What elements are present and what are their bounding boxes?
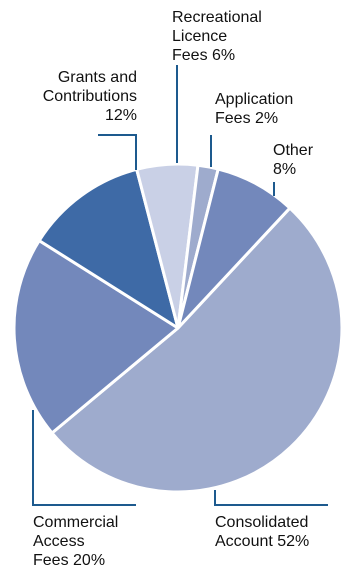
leader-line-commercial [32,410,136,506]
label-other: Other 8% [273,141,313,179]
label-grants-line-2: Contributions [42,88,137,105]
label-application: Application Fees 2% [215,90,293,128]
slice-other [176,167,292,330]
label-application-line-2: Fees 2% [215,110,279,127]
pie-slices [12,162,343,494]
slice-grants [37,167,180,330]
label-other-line-1: Other [273,142,314,159]
label-grants-line-1: Grants and [57,69,137,86]
label-other-line-2: 8% [273,161,297,178]
label-grants-line-3: 12% [104,107,137,124]
label-recreational-line-1: Recreational [172,9,262,26]
label-commercial: Commercial Access Fees 20% [33,513,118,570]
slice-commercial [12,239,180,435]
label-grants: Grants and Contributions 12% [43,68,137,125]
label-commercial-line-3: Fees 20% [33,552,106,569]
label-commercial-line-2: Access [33,533,85,550]
label-recreational: Recreational Licence Fees 6% [172,8,262,65]
leader-lines [32,65,328,506]
label-consolidated: Consolidated Account 52% [215,513,309,551]
label-recreational-line-2: Licence [172,28,228,45]
label-application-line-1: Application [215,91,294,108]
label-commercial-line-1: Commercial [33,514,119,531]
leader-line-grants [98,134,137,170]
slice-consolidated [50,206,343,494]
label-consolidated-line-1: Consolidated [215,514,309,531]
label-consolidated-line-2: Account 52% [215,533,310,550]
leader-line-consolidated [214,490,328,506]
label-recreational-line-3: Fees 6% [172,47,236,64]
